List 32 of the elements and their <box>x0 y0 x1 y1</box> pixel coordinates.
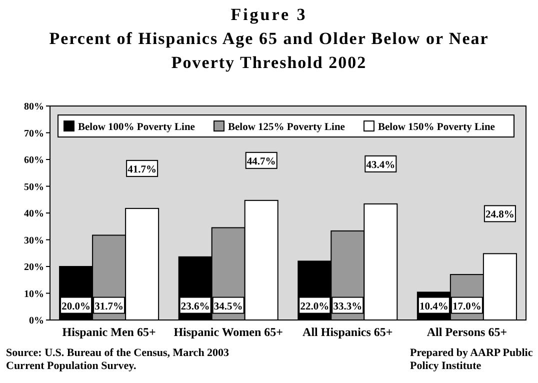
y-tick-label: 60% <box>24 155 44 166</box>
x-tick-label: All Persons 65+ <box>426 325 508 339</box>
x-tick-label: Hispanic Men 65+ <box>62 325 156 339</box>
data-label: 41.7% <box>128 164 156 176</box>
data-label: 22.0% <box>300 301 330 312</box>
y-tick-label: 30% <box>24 235 44 246</box>
x-tick-label: Hispanic Women 65+ <box>174 325 284 339</box>
y-tick-label: 0% <box>29 316 44 326</box>
y-tick-label: 70% <box>24 128 44 140</box>
data-label: 31.7% <box>94 301 124 312</box>
y-tick-label: 80% <box>24 102 44 112</box>
legend-label: Below 150% Poverty Line <box>378 122 496 133</box>
data-label: 34.5% <box>214 301 243 312</box>
y-tick-label: 40% <box>24 208 44 220</box>
y-tick-label: 10% <box>24 288 44 300</box>
data-label: 10.4% <box>420 301 448 312</box>
data-label: 44.7% <box>246 156 276 168</box>
x-tick-label: All Hispanics 65+ <box>302 325 393 339</box>
legend-label: Below 100% Poverty Line <box>78 122 196 133</box>
data-label: 43.4% <box>366 160 396 171</box>
legend-label: Below 125% Poverty Line <box>228 122 346 133</box>
data-label: 23.6% <box>180 301 210 312</box>
y-tick-label: 50% <box>24 182 44 193</box>
chart-title: Figure 3 <box>230 5 308 24</box>
chart-subtitle: Percent of Hispanics Age 65 and Older Below or Near Poverty Threshold 2002 <box>49 29 489 72</box>
data-label: 24.8% <box>486 210 514 221</box>
y-tick-label: 20% <box>24 262 44 273</box>
source-note: Source: U.S. Bureau of the Census, March 2003 Current Population Survey. <box>6 347 230 372</box>
data-label: 17.0% <box>452 301 482 312</box>
text: Prepared by AARP Public Policy Institute <box>410 347 533 372</box>
data-label: 33.3% <box>333 301 362 312</box>
data-label: 20.0% <box>62 301 90 312</box>
